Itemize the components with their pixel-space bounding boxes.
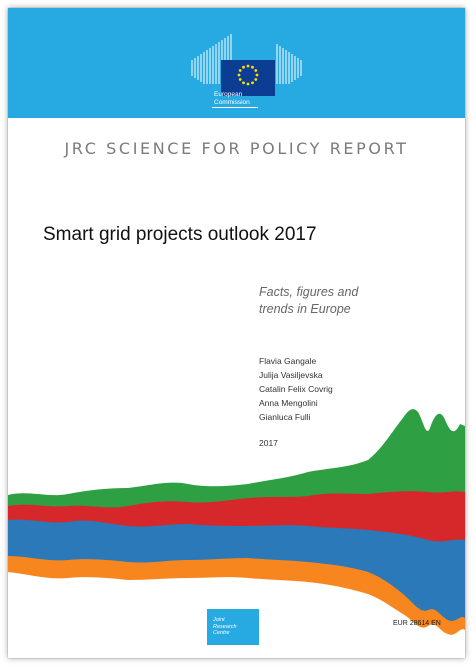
author-name: Anna Mengolini: [259, 398, 318, 408]
header-band: European Commission: [8, 8, 465, 118]
logo-underline: [212, 107, 258, 108]
document-subtitle: Facts, figures and trends in Europe: [259, 284, 358, 318]
author-name: Julija Vasiljevska: [259, 370, 323, 380]
jrc-logo-line: Centre: [213, 630, 230, 636]
jrc-logo: Joint Research Centre: [207, 609, 259, 645]
subtitle-line: Facts, figures and: [259, 285, 359, 299]
jrc-logo-line: Joint: [213, 617, 225, 623]
series-title: JRC SCIENCE FOR POLICY REPORT: [64, 139, 409, 158]
european-commission-logo: [191, 34, 302, 96]
author-name: Catalin Felix Covrig: [259, 384, 333, 394]
document-title: Smart grid projects outlook 2017: [43, 224, 317, 245]
author-name: Gianluca Fulli: [259, 412, 311, 422]
jrc-logo-line: Research: [213, 623, 237, 630]
report-cover: European Commission JRC SCIENCE FOR POLI…: [8, 8, 465, 658]
logo-text-line: Commission: [214, 98, 250, 106]
logo-institution-name: European Commission: [214, 91, 250, 106]
author-name: Flavia Gangale: [259, 356, 317, 366]
logo-text-line: European: [214, 91, 243, 98]
subtitle-line: trends in Europe: [259, 302, 351, 316]
report-number: EUR 28614 EN: [393, 620, 441, 627]
publication-year: 2017: [259, 438, 278, 448]
author-list: Flavia Gangale Julija Vasiljevska Catali…: [259, 354, 333, 424]
